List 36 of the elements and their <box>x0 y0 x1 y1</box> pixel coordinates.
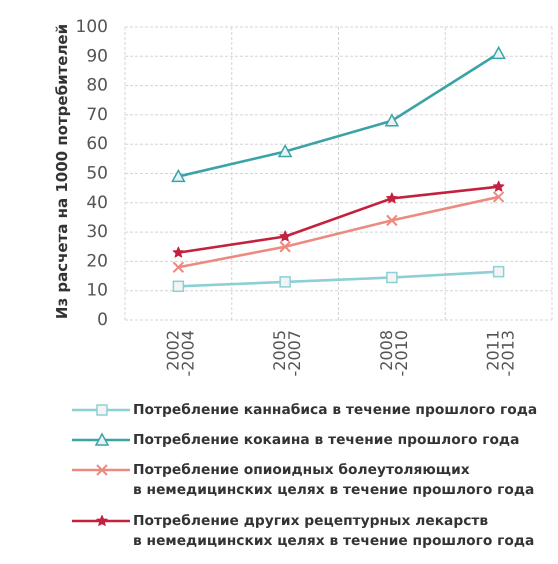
x-tick-label: 2008-2010 <box>376 330 411 376</box>
point <box>386 214 398 226</box>
y-tick-label: 30 <box>86 222 108 242</box>
point <box>279 240 292 253</box>
legend-label: Потребление опиоидных болеутоляющих в немедицинских целях в течение прошлого года <box>133 462 534 498</box>
y-tick-label: 70 <box>86 104 108 125</box>
y-axis-title: Из расчета на 1000 потребителей <box>53 24 71 320</box>
point <box>386 192 398 204</box>
y-tick-label: 60 <box>86 134 108 154</box>
point <box>172 246 184 258</box>
y-tick-label: 80 <box>86 76 108 96</box>
x-tick-label: 2002-2004 <box>163 330 198 376</box>
legend-label: Потребление других рецептурных лекарств в немедицинских целях в течение прошлого года <box>133 513 534 549</box>
y-tick-label: 50 <box>86 164 108 184</box>
y-tick-label: 100 <box>76 17 108 37</box>
x-tick-label: 2011-2013 <box>484 330 518 376</box>
point <box>279 276 291 288</box>
y-tick-label: 90 <box>86 46 108 66</box>
y-tick-label: 40 <box>86 192 108 213</box>
y-tick-label: 10 <box>86 280 108 301</box>
point <box>172 280 184 292</box>
point <box>492 180 504 192</box>
legend-label: Потребление каннабиса в течение прошлого года <box>133 402 538 418</box>
x-tick-label: 2005-2007 <box>270 330 304 376</box>
point <box>385 114 399 127</box>
point <box>279 230 291 242</box>
point <box>172 261 184 274</box>
y-tick-label: 0 <box>97 310 108 330</box>
legend-label: Потребление кокаина в течение прошлого года <box>133 432 520 448</box>
point <box>492 190 505 203</box>
point <box>386 272 398 284</box>
y-tick-label: 20 <box>86 251 108 272</box>
point <box>172 170 186 182</box>
point <box>278 144 292 158</box>
point <box>492 266 504 278</box>
point <box>492 46 506 60</box>
